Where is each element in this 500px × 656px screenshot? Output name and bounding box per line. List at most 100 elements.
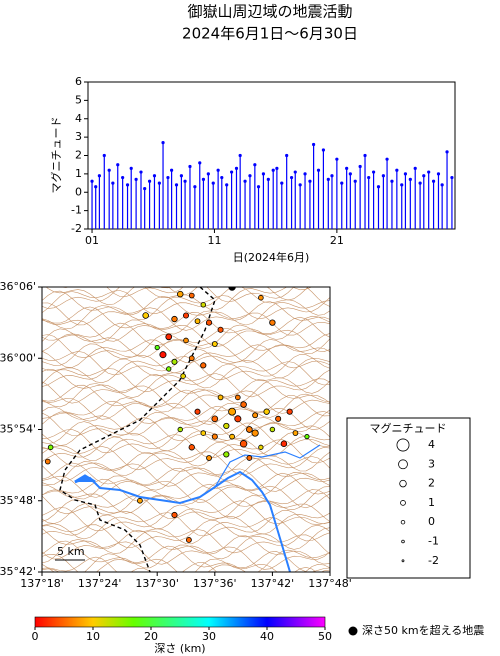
contour	[42, 322, 330, 353]
event	[223, 422, 230, 430]
stem-dot	[234, 166, 239, 170]
x-tick-label: 01	[85, 234, 99, 247]
stem-dot	[321, 148, 326, 152]
y-axis-label: マグニチュード	[49, 117, 63, 194]
stem-dot	[418, 181, 422, 185]
stem-dot	[312, 142, 316, 147]
stem-dot	[179, 174, 184, 178]
stem-dot	[261, 172, 266, 176]
y-tick-label: 35°42'	[0, 565, 36, 578]
legend-symbol	[401, 559, 405, 563]
stem-dot	[193, 185, 197, 189]
x-tick-label: 137°36'	[193, 577, 237, 590]
stem-dot	[248, 174, 252, 178]
stem-dot	[413, 166, 417, 170]
border	[59, 287, 216, 572]
event	[188, 444, 195, 451]
contour	[42, 343, 330, 374]
event	[194, 408, 201, 415]
stem-dot	[152, 174, 157, 178]
event	[154, 344, 160, 351]
stem-dot	[134, 177, 138, 181]
y-tick-label: 4	[75, 112, 82, 125]
y-tick-label: 3	[75, 130, 82, 143]
stem-dot	[353, 179, 357, 183]
event	[166, 366, 172, 372]
event	[188, 355, 195, 362]
event	[280, 440, 288, 448]
event	[239, 440, 248, 448]
event	[246, 455, 253, 461]
contour	[42, 363, 330, 394]
x-tick-label: 137°48'	[308, 577, 352, 590]
contour	[42, 499, 330, 530]
stem-dot	[390, 179, 394, 183]
stem-dot	[358, 164, 362, 169]
event	[159, 351, 167, 359]
stem-dot	[385, 157, 389, 161]
y-tick-label: 5	[75, 93, 82, 106]
stem-dot	[102, 153, 106, 158]
stem-dot	[316, 168, 321, 172]
y-tick-label: 2	[75, 149, 82, 162]
event	[251, 429, 259, 437]
event	[176, 290, 184, 298]
x-tick-label: 137°30'	[135, 577, 179, 590]
stem-dot	[326, 177, 330, 181]
stem-dot	[403, 172, 408, 176]
stem-dot	[107, 168, 111, 172]
colorbar-tick-label: 20	[144, 630, 158, 643]
contour	[42, 333, 330, 363]
event	[217, 326, 224, 333]
x-tick-label: 11	[207, 234, 221, 247]
legend-title: マグニチュード	[370, 421, 447, 435]
legend-label: -2	[428, 554, 439, 567]
legend-label: 0	[428, 515, 435, 528]
stem-dot	[111, 181, 115, 185]
contour	[42, 373, 330, 404]
stem-dot	[116, 163, 120, 167]
stem-dot	[143, 186, 147, 191]
event	[205, 319, 213, 326]
stem-dot	[125, 183, 130, 187]
contour	[42, 556, 330, 572]
contour	[42, 467, 330, 498]
legend-label: 3	[428, 457, 435, 470]
stem-dot	[348, 172, 352, 176]
stem-dot	[220, 175, 224, 180]
legend-label: 2	[428, 477, 435, 490]
stem-dot	[376, 185, 381, 189]
deep-label: 深さ50 kmを超える地震	[362, 623, 484, 637]
event	[200, 362, 207, 369]
stem-dot	[256, 185, 261, 189]
legend-symbol	[396, 438, 410, 452]
event	[240, 401, 247, 408]
stem-dot	[335, 157, 339, 161]
colorbar	[34, 616, 326, 628]
event	[269, 319, 276, 326]
x-tick-label: 137°24'	[78, 577, 122, 590]
event	[304, 434, 310, 440]
stem-dot	[445, 150, 449, 154]
contour	[42, 295, 330, 326]
contour	[42, 339, 330, 368]
stem-dot	[161, 141, 165, 145]
contour	[42, 540, 330, 570]
contour	[42, 545, 330, 572]
event	[182, 312, 190, 319]
stem-dot	[121, 175, 125, 180]
event	[183, 337, 189, 344]
event	[188, 292, 195, 299]
x-tick-label: 137°42'	[251, 577, 295, 590]
event	[211, 341, 218, 347]
colorbar-tick-label: 50	[318, 630, 332, 643]
event	[229, 433, 235, 440]
event	[228, 287, 236, 291]
legend-label: -1	[428, 535, 439, 548]
stem-dot	[147, 179, 152, 183]
legend-symbol	[400, 519, 406, 525]
contour	[42, 504, 330, 535]
contour	[42, 306, 330, 336]
chart-title: 御嶽山周辺域の地震活動	[187, 3, 352, 21]
x-tick-label: 21	[330, 234, 344, 247]
